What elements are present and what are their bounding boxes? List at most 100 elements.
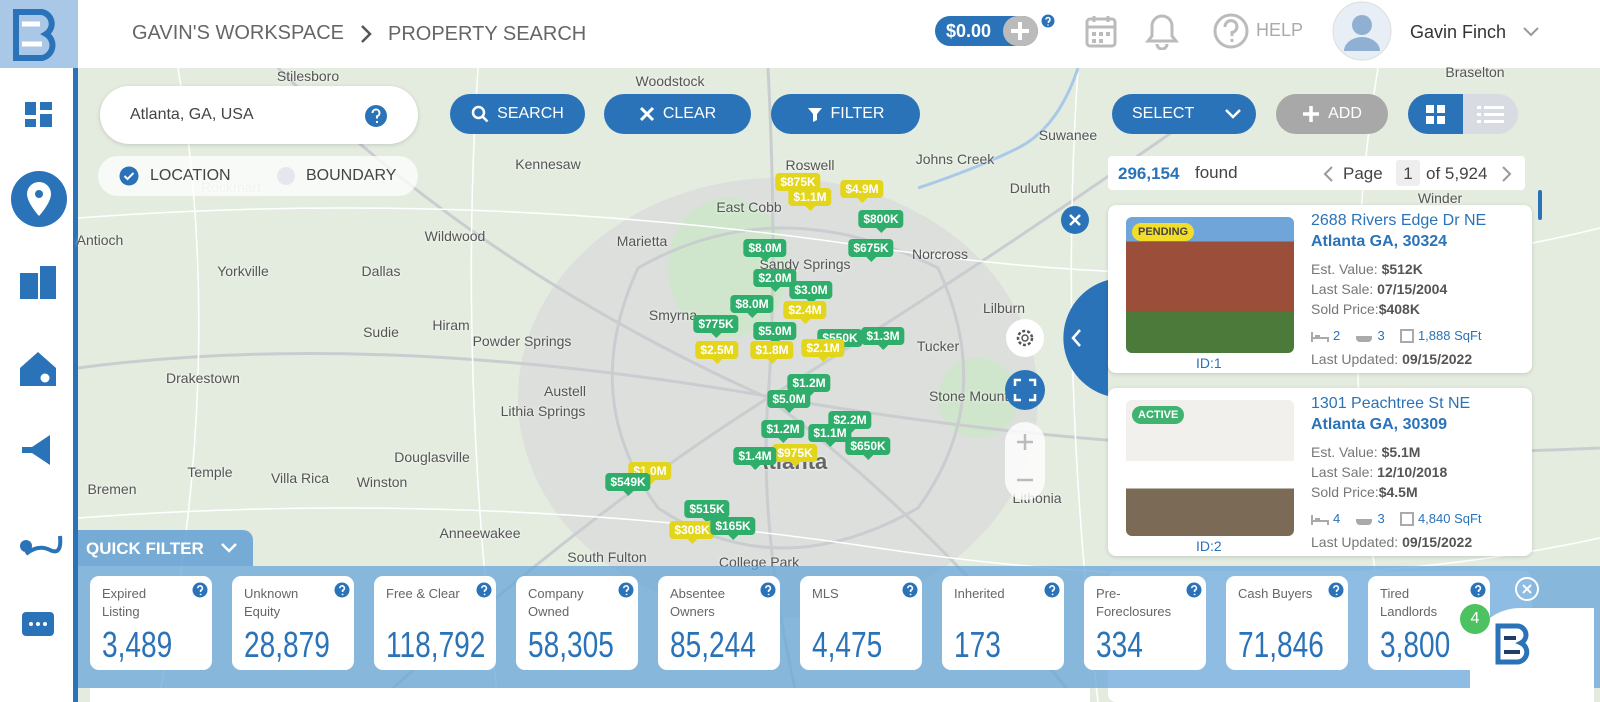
price-marker[interactable]: $975K [772,444,818,467]
zoom-controls[interactable] [1005,422,1045,500]
price-marker[interactable]: $2.5M [695,341,739,364]
close-panel[interactable] [1060,205,1090,235]
price-marker[interactable]: $875K [775,173,821,196]
prev-page[interactable] [1322,165,1334,183]
filter-button[interactable]: FILTER [771,94,920,134]
price-marker[interactable]: $2.1M [801,339,845,362]
help-icon[interactable] [1212,12,1250,50]
listing-street[interactable]: 1301 Peachtree St NE [1311,395,1471,412]
avatar[interactable] [1332,1,1392,61]
card-help[interactable] [902,582,918,598]
price-marker[interactable]: $308K [669,521,715,544]
page-input[interactable]: 1 [1396,160,1420,186]
card-help[interactable] [192,582,208,598]
price-marker[interactable]: $1.1M [808,424,852,447]
bed-icon [1311,514,1329,525]
fullscreen[interactable] [1004,369,1046,411]
card-help[interactable] [476,582,492,598]
quick-filter-card[interactable]: Free & Clear 118,792 [374,576,496,670]
balance-pill[interactable]: $0.00 [935,16,1038,46]
clear-button[interactable]: CLEAR [604,94,751,134]
view-toggle[interactable] [1408,94,1518,134]
price-marker[interactable]: $2.4M [783,301,827,324]
quick-filter-tab[interactable]: QUICK FILTER [78,530,253,566]
price-marker[interactable]: $650K [845,437,891,460]
price-marker[interactable]: $8.0M [743,239,787,262]
card-help[interactable] [1044,582,1060,598]
page-total: of 5,924 [1426,164,1488,183]
help-label[interactable]: HELP [1256,20,1304,40]
logo[interactable] [0,0,78,68]
listing-city[interactable]: Atlanta GA, 30309 [1311,416,1448,433]
card-help[interactable] [1470,582,1486,598]
card-label: Absentee Owners [670,586,725,619]
select-button[interactable]: SELECT [1112,94,1256,134]
quick-filter-card[interactable]: Unknown Equity 28,879 [232,576,354,670]
map-place: Lilburn [982,300,1026,316]
quick-filter-card[interactable]: Company Owned 58,305 [516,576,638,670]
location-mode[interactable]: LOCATION [150,167,231,184]
listing-card[interactable]: PENDING 2688 Rivers Edge Dr NE Atlanta G… [1108,205,1532,373]
card-help[interactable] [1186,582,1202,598]
card-help[interactable] [334,582,350,598]
price-marker[interactable]: $4.9M [840,180,884,203]
card-help[interactable] [1328,582,1344,598]
price-marker[interactable]: $5.0M [753,322,797,345]
price-marker[interactable]: $1.8M [750,341,794,364]
price-marker[interactable]: $515K [684,500,730,523]
breadcrumb-workspace[interactable]: GAVIN'S WORKSPACE [132,22,345,44]
listing-city[interactable]: Atlanta GA, 30324 [1311,233,1448,250]
location-radio[interactable] [119,166,139,186]
quick-filter-close[interactable] [1514,576,1540,602]
add-funds[interactable] [1003,16,1038,46]
user-menu-chevron[interactable] [1522,26,1540,38]
add-button[interactable]: ADD [1276,94,1388,134]
chat-launcher[interactable] [1470,608,1594,702]
quick-filter-card[interactable]: Absentee Owners 85,244 [658,576,780,670]
notifications-icon[interactable] [1144,12,1180,50]
quick-filter-card[interactable]: Pre-Foreclosures 334 [1084,576,1206,670]
calendar-icon[interactable] [1084,14,1118,48]
price-marker[interactable]: $1.4M [733,447,777,470]
location-help[interactable] [364,104,388,128]
price-marker[interactable]: $5.0M [767,390,811,413]
logo-mark [13,9,56,61]
listing-id: ID:1 [1196,355,1222,371]
results-bar: 296,154 found Page 1 of 5,924 [1108,156,1525,190]
price-marker[interactable]: $675K [848,239,894,262]
quick-filter-card[interactable]: Cash Buyers 71,846 [1226,576,1348,670]
price-marker[interactable]: $1.2M [761,420,805,443]
price-marker[interactable]: $3.0M [789,281,833,304]
nav-icons[interactable] [0,80,78,680]
balance-help[interactable] [1041,14,1055,28]
boundary-mode[interactable]: BOUNDARY [306,167,397,184]
price-marker[interactable]: $165K [710,517,756,540]
quick-filter-card[interactable]: MLS 4,475 [800,576,922,670]
price-marker[interactable]: $8.0M [730,295,774,318]
price-marker[interactable]: $2.0M [753,269,797,292]
list-view[interactable] [1463,94,1518,134]
boundary-radio[interactable] [276,166,296,186]
search-button[interactable]: SEARCH [450,94,585,134]
price-marker[interactable]: $549K [605,473,651,496]
location-input[interactable]: Atlanta, GA, USA [100,86,418,144]
card-help[interactable] [618,582,634,598]
listing-card[interactable]: ACTIVE 1301 Peachtree St NE Atlanta GA, … [1108,388,1532,556]
card-help[interactable] [760,582,776,598]
collapse-tab[interactable] [1062,280,1108,396]
grid-view[interactable] [1408,94,1463,134]
price-marker[interactable]: $775K [693,315,739,338]
next-page[interactable] [1501,165,1513,183]
price-marker[interactable]: $800K [858,210,904,233]
listing-street[interactable]: 2688 Rivers Edge Dr NE [1311,212,1487,229]
card-label: Expired Listing [102,586,147,619]
price-marker[interactable]: $1.3M [861,327,905,350]
quick-filter-card[interactable]: Expired Listing 3,489 [90,576,212,670]
map-place: Bremen [87,481,137,497]
user-name[interactable]: Gavin Finch [1410,22,1507,42]
price-marker[interactable]: $1.1M [788,188,832,211]
quick-filter-card[interactable]: Inherited 173 [942,576,1064,670]
bed-icon [1311,331,1329,342]
clear-icon [639,106,654,122]
map-settings[interactable] [1005,318,1045,358]
